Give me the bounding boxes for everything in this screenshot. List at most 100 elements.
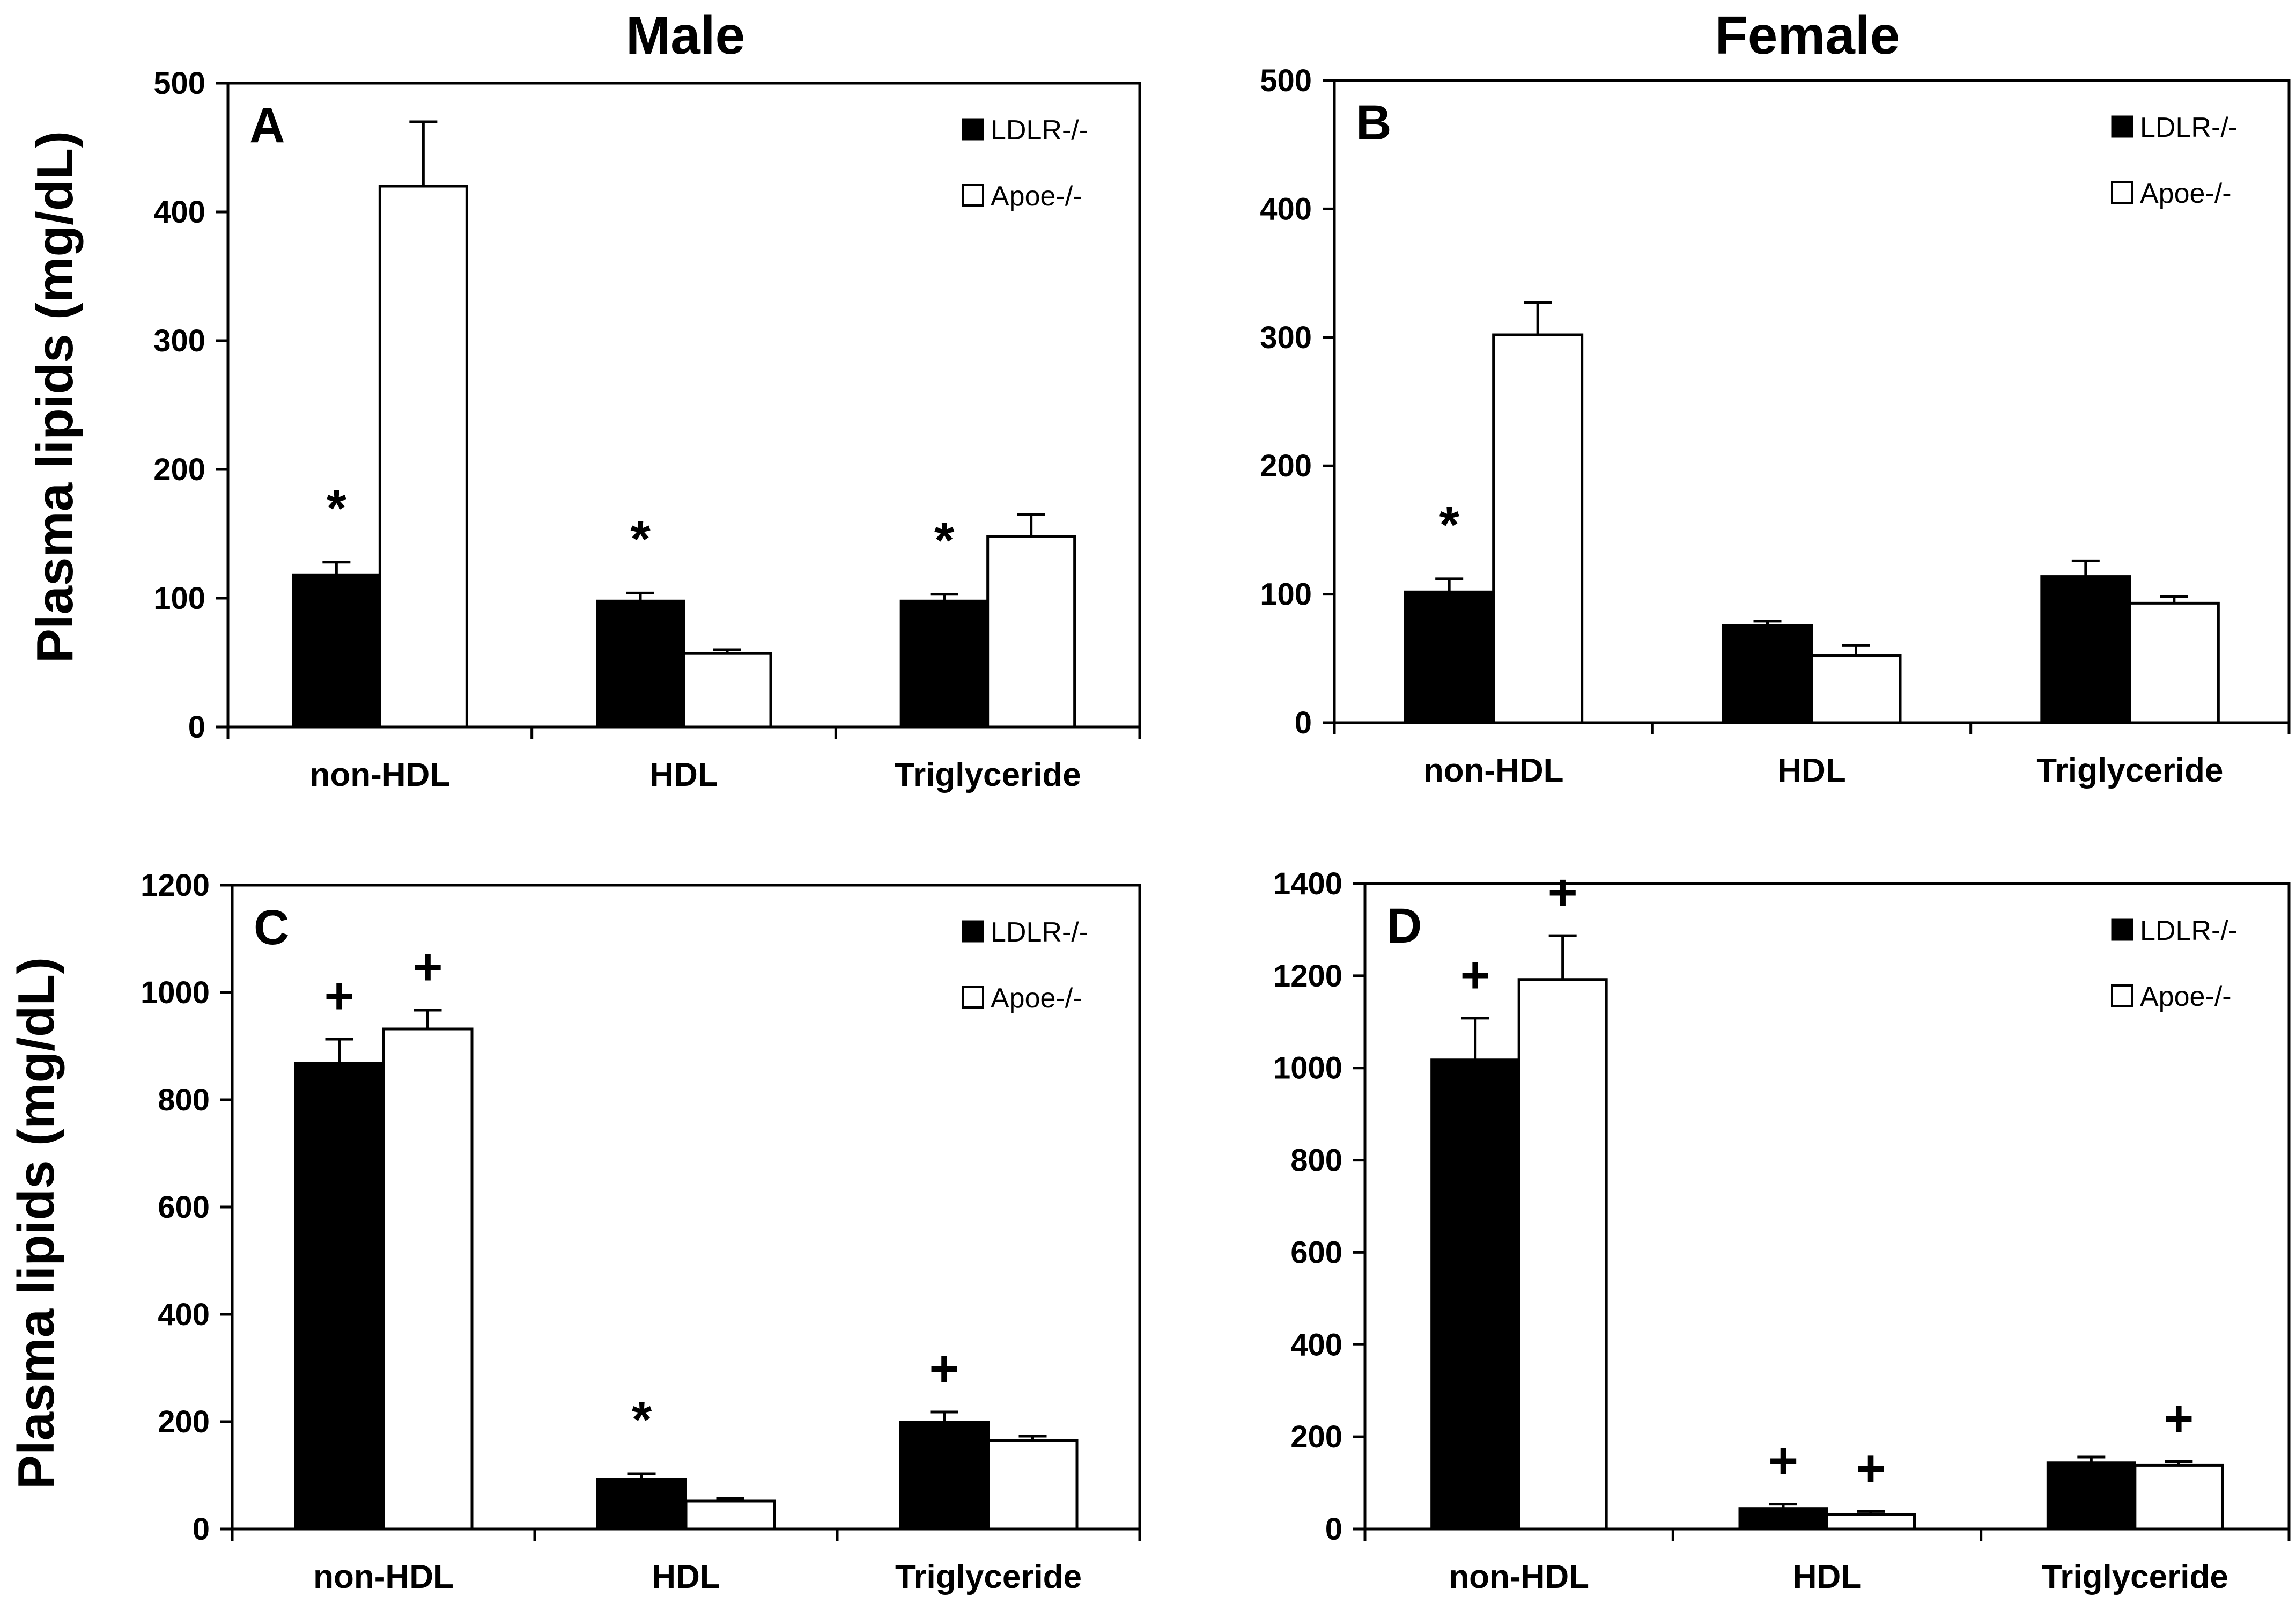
legend-swatch-apoe: [962, 184, 984, 207]
bar-ldlr: [1738, 1507, 1828, 1530]
category-label: non-HDL: [1449, 1558, 1589, 1595]
category-label: Triglyceride: [2036, 752, 2223, 789]
y-tick-label: 0: [1325, 1512, 1342, 1547]
legend-swatch-ldlr: [962, 118, 984, 141]
bar-apoe: [987, 1439, 1079, 1531]
bar-ldlr: [1404, 590, 1495, 724]
y-tick-label: 300: [1260, 320, 1312, 355]
y-tick-label: 200: [1260, 448, 1312, 483]
category-label: HDL: [652, 1558, 720, 1595]
y-tick-label: 400: [158, 1297, 210, 1332]
legend-label-ldlr: LDLR-/-: [2140, 112, 2238, 143]
y-tick-label: 100: [153, 581, 205, 616]
legend-swatch-apoe: [2111, 984, 2133, 1007]
category-label: non-HDL: [1423, 752, 1564, 789]
panel-a: 0 100 200 300 400 500 non-HDL HDL Triglyceride * *…: [153, 66, 1141, 793]
legend-label-ldlr: LDLR-/-: [991, 917, 1088, 948]
significance-mark: +: [1548, 864, 1578, 921]
bar-ldlr: [2046, 1461, 2136, 1531]
column-title-male: Male: [626, 5, 745, 65]
legend-label-apoe: Apoe-/-: [2140, 981, 2232, 1012]
significance-mark: +: [1856, 1439, 1886, 1497]
panel-b: 0 100 200 300 400 500 non-HDL HDL Triglyceride * B…: [1260, 63, 2291, 789]
significance-mark: +: [412, 938, 442, 996]
bar-ldlr: [1722, 624, 1813, 724]
panel-letter: B: [1356, 95, 1391, 150]
bar-ldlr: [1430, 1058, 1520, 1531]
y-tick-label: 1000: [1273, 1051, 1342, 1086]
legend-label-apoe: Apoe-/-: [991, 181, 1082, 212]
bar-ldlr: [596, 599, 685, 729]
significance-mark: +: [1768, 1432, 1798, 1490]
category-label: HDL: [649, 756, 718, 793]
significance-mark: +: [324, 967, 354, 1025]
bar-apoe: [382, 1027, 474, 1531]
panel-c: 0 200 400 600 800 1000 1200 non-HDL HDL Triglycer…: [141, 868, 1141, 1595]
legend-swatch-apoe: [2111, 181, 2133, 204]
legend-label-ldlr: LDLR-/-: [991, 115, 1088, 146]
y-tick-label: 100: [1260, 577, 1312, 612]
y-tick-label: 1000: [141, 975, 210, 1010]
significance-mark: *: [1439, 496, 1459, 554]
y-tick-label: 200: [158, 1404, 210, 1439]
bar-ldlr: [294, 1062, 385, 1530]
column-title-female: Female: [1715, 5, 1900, 65]
category-label: Triglyceride: [895, 1558, 1082, 1595]
legend-swatch-apoe: [962, 986, 984, 1009]
y-tick-label: 0: [193, 1512, 210, 1547]
bar-ldlr: [596, 1478, 687, 1530]
y-tick-label: 1200: [141, 868, 210, 903]
bar-apoe: [1810, 654, 1902, 724]
legend-label-ldlr: LDLR-/-: [2140, 915, 2238, 946]
category-label: non-HDL: [309, 756, 450, 793]
bar-ldlr: [899, 599, 989, 729]
y-tick-label: 500: [153, 66, 205, 101]
significance-mark: *: [934, 512, 955, 569]
category-label: HDL: [1793, 1558, 1861, 1595]
bar-apoe: [1517, 978, 1608, 1531]
y-tick-label: 500: [1260, 63, 1312, 98]
y-tick-label: 1200: [1273, 959, 1342, 994]
bar-apoe: [2128, 601, 2220, 724]
bar-apoe: [2133, 1463, 2224, 1531]
category-label: non-HDL: [313, 1558, 454, 1595]
y-tick-label: 0: [1295, 705, 1312, 740]
bar-apoe: [684, 1499, 776, 1531]
bar-apoe: [986, 535, 1076, 729]
y-tick-label: 400: [1260, 192, 1312, 226]
bar-ldlr: [2040, 575, 2131, 724]
y-tick-label: 300: [153, 323, 205, 358]
y-axis-label-bottom: Plasma lipids (mg/dL): [8, 957, 65, 1489]
panel-letter: C: [254, 900, 289, 955]
y-tick-label: 800: [158, 1083, 210, 1117]
y-tick-label: 400: [153, 195, 205, 230]
bar-ldlr: [292, 573, 381, 729]
category-label: HDL: [1777, 752, 1845, 789]
significance-mark: +: [2164, 1390, 2194, 1447]
bar-apoe: [682, 652, 772, 729]
legend-swatch-ldlr: [2111, 918, 2133, 941]
bar-apoe: [1492, 333, 1584, 724]
significance-mark: +: [1460, 946, 1490, 1004]
category-label: Triglyceride: [895, 756, 1081, 793]
y-tick-label: 1400: [1273, 866, 1342, 901]
legend-label-apoe: Apoe-/-: [991, 983, 1082, 1014]
y-tick-label: 200: [153, 452, 205, 487]
legend-label-apoe: Apoe-/-: [2140, 178, 2232, 209]
bar-ldlr: [899, 1421, 990, 1530]
y-tick-label: 800: [1290, 1143, 1342, 1178]
panel-letter: D: [1386, 899, 1422, 953]
significance-mark: *: [632, 1391, 652, 1448]
panel-letter: A: [249, 98, 285, 153]
category-label: Triglyceride: [2042, 1558, 2228, 1595]
significance-mark: +: [929, 1340, 959, 1398]
y-tick-label: 200: [1290, 1420, 1342, 1454]
bar-apoe: [1826, 1513, 1916, 1531]
legend-swatch-ldlr: [962, 920, 984, 943]
panel-d: 0 200 400 600 800 1000 1200 1400 non-HDL HDL Trigl…: [1273, 864, 2291, 1595]
y-tick-label: 600: [158, 1190, 210, 1225]
y-tick-label: 0: [188, 710, 205, 745]
bar-apoe: [378, 185, 468, 729]
legend-swatch-ldlr: [2111, 115, 2133, 138]
